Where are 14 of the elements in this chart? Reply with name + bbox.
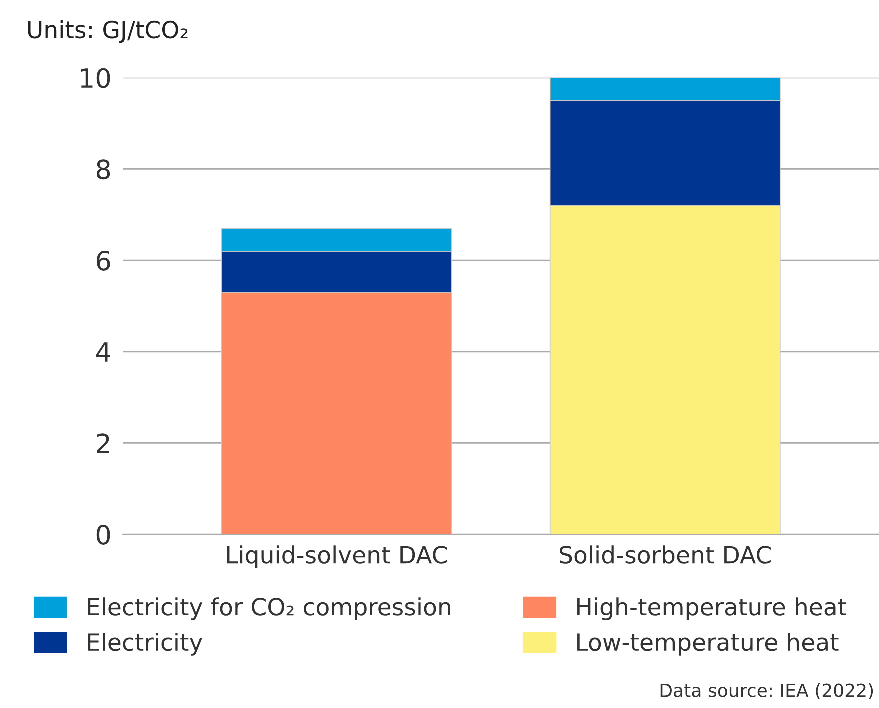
legend-label: Electricity (88, 632, 203, 656)
x-tick-label: Solid-sorbent DAC (560, 546, 771, 564)
y-tick-label: 2 (97, 434, 110, 454)
y-tick-label: 10 (81, 68, 110, 88)
y-tick-label: 6 (97, 250, 110, 271)
chart-title: Units: GJ/tCO₂ (28, 20, 188, 44)
source-note: Data source: IEA (2022) (660, 683, 874, 700)
legend-label: Electricity for CO₂ compression (88, 598, 450, 620)
legend-label: High-temperature heat (578, 598, 847, 620)
legend-label: Low-temperature heat (578, 632, 839, 656)
y-tick-label: 4 (96, 342, 110, 362)
y-tick-label: 8 (96, 160, 110, 180)
y-tick-label: 0 (96, 524, 110, 545)
x-tick-label: Liquid-solvent DAC (227, 546, 448, 568)
